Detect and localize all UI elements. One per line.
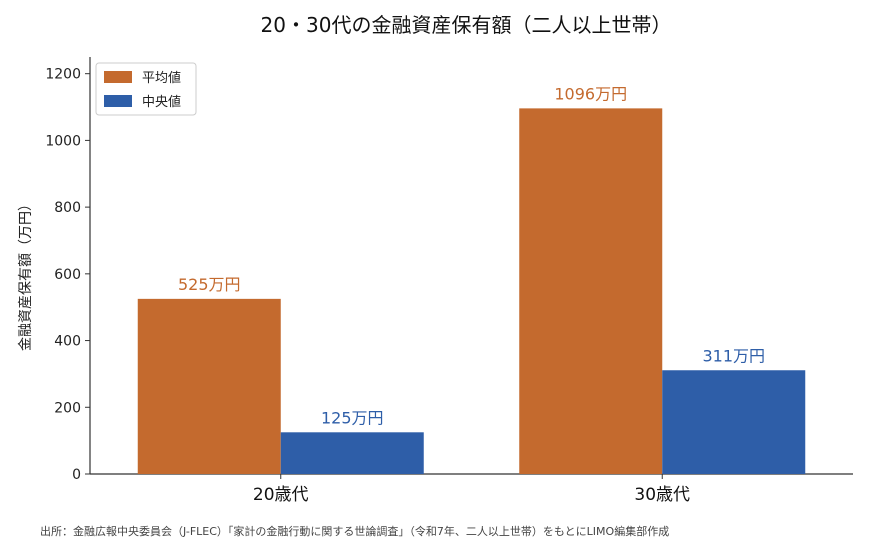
bar: [662, 370, 806, 474]
y-tick-label: 1200: [45, 67, 81, 83]
chart-title: 20・30代の金融資産保有額（二人以上世帯）: [261, 13, 672, 37]
data-label: 311万円: [702, 346, 765, 365]
legend-entry: 中央値: [142, 94, 181, 110]
data-label: 1096万円: [554, 84, 627, 103]
x-tick-label: 30歳代: [634, 485, 690, 505]
y-tick-label: 200: [54, 400, 81, 416]
y-tick-label: 400: [54, 334, 81, 350]
y-axis-label: 金融資産保有額（万円）: [18, 197, 34, 351]
y-tick-label: 800: [54, 200, 81, 216]
source-note: 出所：金融広報中央委員会（J-FLEC）「家計の金融行動に関する世論調査」（令和…: [40, 524, 669, 538]
y-tick-label: 1000: [45, 133, 81, 149]
bar: [280, 432, 424, 474]
legend-swatch: [104, 71, 132, 83]
legend-swatch: [104, 95, 132, 107]
data-label: 525万円: [178, 275, 241, 294]
bar: [137, 298, 281, 474]
legend-entry: 平均値: [142, 70, 181, 86]
plot-area: 0 200 400 600 800 1000 1200 525万円 125万円 20歳代 1096万…: [45, 57, 853, 505]
x-tick-label: 20歳代: [253, 485, 309, 505]
y-tick-label: 600: [54, 267, 81, 283]
data-label: 125万円: [321, 408, 384, 427]
y-tick-label: 0: [72, 467, 81, 483]
bar: [519, 108, 663, 475]
